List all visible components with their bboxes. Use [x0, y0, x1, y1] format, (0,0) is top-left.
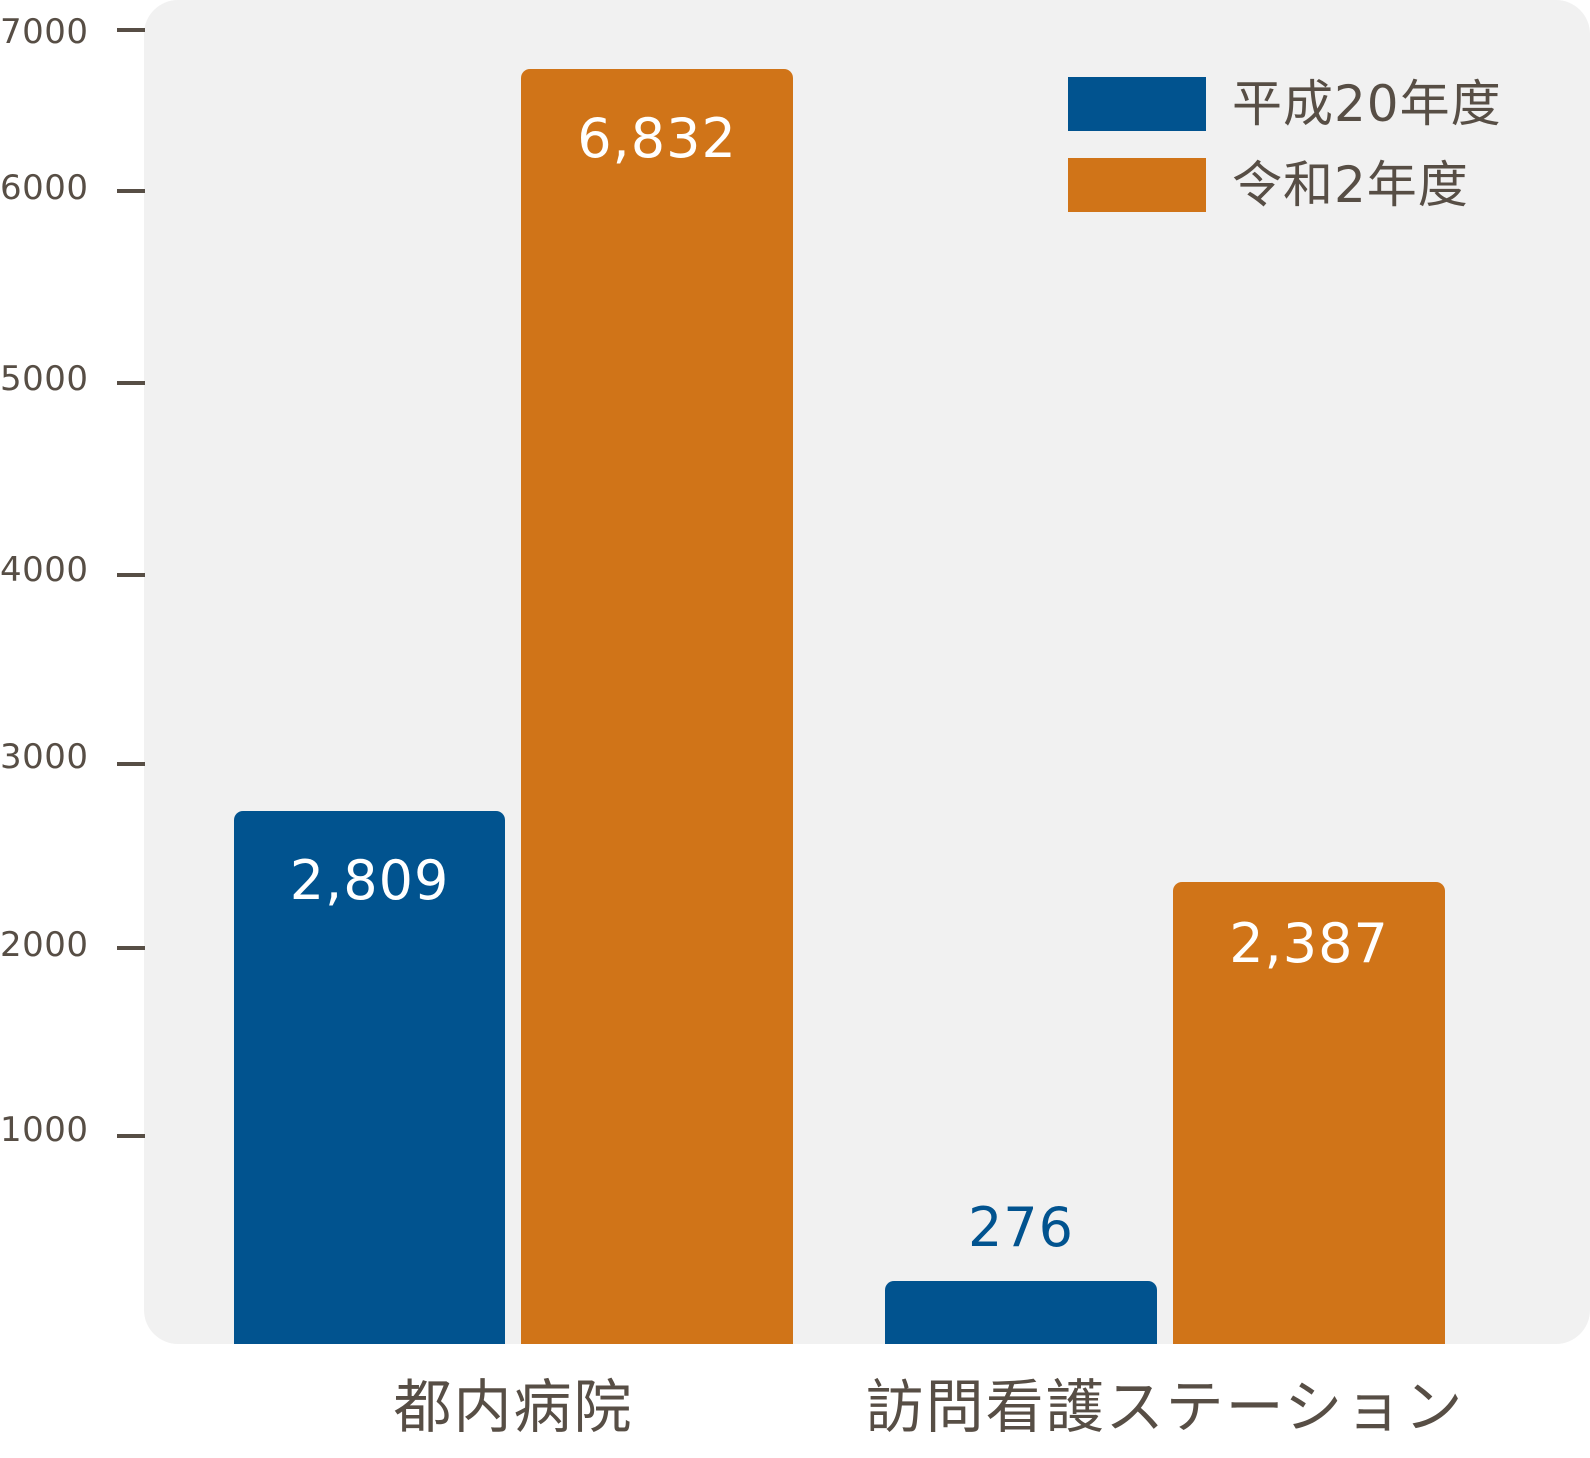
legend-swatch-h20	[1068, 77, 1206, 131]
y-tick-mark	[117, 28, 145, 32]
category-label-station: 訪問看護ステーション	[865, 1373, 1465, 1441]
y-tick-label-3000: 3000	[0, 737, 89, 777]
bar-hospital-h20: 2,809	[234, 811, 505, 1344]
bar-station-r2: 2,387	[1173, 882, 1445, 1344]
bar-hospital-r2: 6,832	[521, 69, 793, 1344]
y-tick-mark	[117, 1134, 145, 1138]
y-tick-label-7000: 7000	[0, 12, 89, 52]
y-tick-label-5000: 5000	[0, 359, 89, 399]
legend-label-r2: 令和2年度	[1232, 156, 1469, 214]
legend-swatch-r2	[1068, 158, 1206, 212]
legend-label-h20: 平成20年度	[1232, 75, 1502, 133]
y-tick-mark	[117, 189, 145, 193]
bar-value-label: 6,832	[577, 107, 737, 170]
y-tick-mark	[117, 381, 145, 385]
y-tick-mark	[117, 762, 145, 766]
category-label-hospital: 都内病院	[393, 1373, 634, 1441]
bar-value-label: 2,809	[289, 849, 450, 912]
bar-value-label-outside: 276	[967, 1196, 1075, 1259]
y-tick-label-4000: 4000	[0, 550, 89, 590]
bar-station-h20	[885, 1281, 1157, 1344]
y-tick-label-6000: 6000	[0, 168, 89, 208]
y-tick-mark	[117, 946, 145, 950]
y-tick-label-1000: 1000	[0, 1110, 89, 1150]
y-tick-mark	[117, 573, 145, 577]
y-tick-label-2000: 2000	[0, 925, 89, 965]
bar-value-label: 2,387	[1229, 912, 1389, 975]
